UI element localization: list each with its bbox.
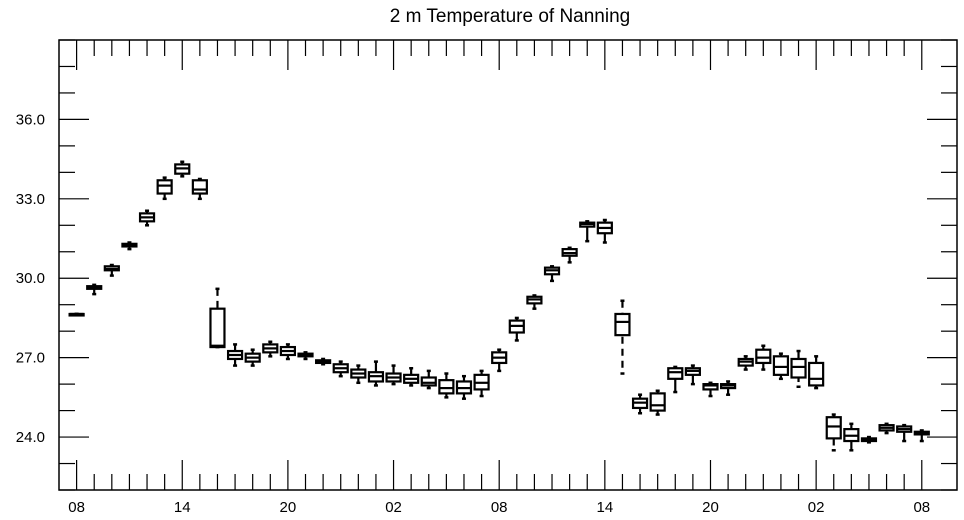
box-22 bbox=[455, 374, 473, 400]
box-32 bbox=[631, 393, 649, 415]
box-iqr bbox=[209, 307, 226, 349]
box-39 bbox=[755, 344, 772, 371]
box-35 bbox=[684, 364, 701, 386]
box-27 bbox=[543, 265, 561, 283]
box-19 bbox=[403, 366, 420, 387]
box-41 bbox=[790, 349, 807, 389]
box-28 bbox=[561, 246, 578, 264]
box-3 bbox=[121, 241, 138, 251]
box-iqr bbox=[420, 376, 437, 387]
y-tick-label: 27.0 bbox=[16, 350, 45, 367]
box-13 bbox=[297, 351, 314, 361]
box-4 bbox=[138, 209, 156, 227]
box-45 bbox=[860, 435, 878, 444]
box-iqr bbox=[772, 355, 790, 376]
box-29 bbox=[579, 220, 596, 243]
box-26 bbox=[526, 294, 543, 310]
box-31 bbox=[614, 299, 631, 375]
box-iqr bbox=[825, 416, 842, 440]
box-10 bbox=[244, 348, 261, 367]
box-7 bbox=[191, 177, 208, 201]
x-tick-label: 08 bbox=[491, 499, 508, 516]
box-42 bbox=[808, 355, 825, 390]
x-tick-label: 08 bbox=[913, 499, 930, 516]
box-iqr bbox=[790, 357, 807, 379]
box-44 bbox=[843, 422, 860, 452]
box-12 bbox=[279, 343, 297, 361]
box-46 bbox=[878, 422, 895, 435]
box-iqr bbox=[438, 379, 455, 395]
x-axis: 08 14 20 02 08 14 20 02 08 bbox=[68, 40, 930, 516]
box-iqr bbox=[156, 179, 173, 195]
x-tick-label: 20 bbox=[702, 499, 719, 516]
x-tick-label: 02 bbox=[385, 499, 402, 516]
y-axis: 24.0 27.0 30.0 33.0 36.0 bbox=[16, 39, 957, 491]
box-iqr bbox=[667, 367, 684, 380]
x-tick-label: 14 bbox=[174, 499, 191, 516]
box-47 bbox=[896, 423, 913, 443]
box-25 bbox=[508, 316, 525, 342]
box-15 bbox=[332, 360, 349, 378]
box-8 bbox=[209, 287, 226, 349]
box-2 bbox=[103, 263, 120, 277]
box-23 bbox=[473, 369, 490, 398]
box-43 bbox=[825, 413, 842, 452]
y-tick-label: 30.0 bbox=[16, 270, 45, 287]
box-16 bbox=[350, 364, 367, 385]
x-tick-label: 08 bbox=[68, 499, 85, 516]
box-17 bbox=[367, 360, 385, 387]
box-0 bbox=[68, 312, 85, 317]
x-tick-label: 02 bbox=[808, 499, 825, 516]
box-30 bbox=[596, 218, 613, 244]
box-iqr bbox=[191, 179, 208, 195]
box-1 bbox=[86, 283, 103, 296]
box-18 bbox=[385, 364, 402, 386]
plot-frame bbox=[58, 39, 958, 491]
box-36 bbox=[702, 381, 719, 398]
y-tick-label: 33.0 bbox=[16, 191, 45, 208]
y-tick-label: 24.0 bbox=[16, 429, 45, 446]
x-tick-label: 20 bbox=[280, 499, 297, 516]
box-24 bbox=[491, 348, 508, 373]
box-34 bbox=[667, 365, 684, 394]
box-iqr bbox=[702, 383, 719, 391]
box-iqr bbox=[755, 348, 772, 365]
box-iqr bbox=[649, 392, 666, 412]
box-iqr bbox=[808, 361, 825, 387]
chart-title: 2 m Temperature of Nanning bbox=[390, 6, 630, 27]
box-37 bbox=[719, 380, 737, 396]
box-20 bbox=[420, 369, 437, 390]
box-6 bbox=[174, 160, 191, 178]
box-11 bbox=[262, 340, 279, 358]
box-48 bbox=[913, 429, 930, 443]
box-9 bbox=[226, 343, 244, 367]
box-40 bbox=[772, 352, 790, 381]
box-38 bbox=[737, 355, 754, 371]
y-tick-label: 36.0 bbox=[16, 111, 45, 128]
x-tick-label: 14 bbox=[596, 499, 613, 516]
box-33 bbox=[649, 389, 666, 416]
box-21 bbox=[438, 372, 455, 399]
box-series bbox=[68, 160, 930, 452]
box-iqr bbox=[614, 312, 631, 337]
box-14 bbox=[315, 357, 332, 366]
box-5 bbox=[156, 176, 173, 201]
